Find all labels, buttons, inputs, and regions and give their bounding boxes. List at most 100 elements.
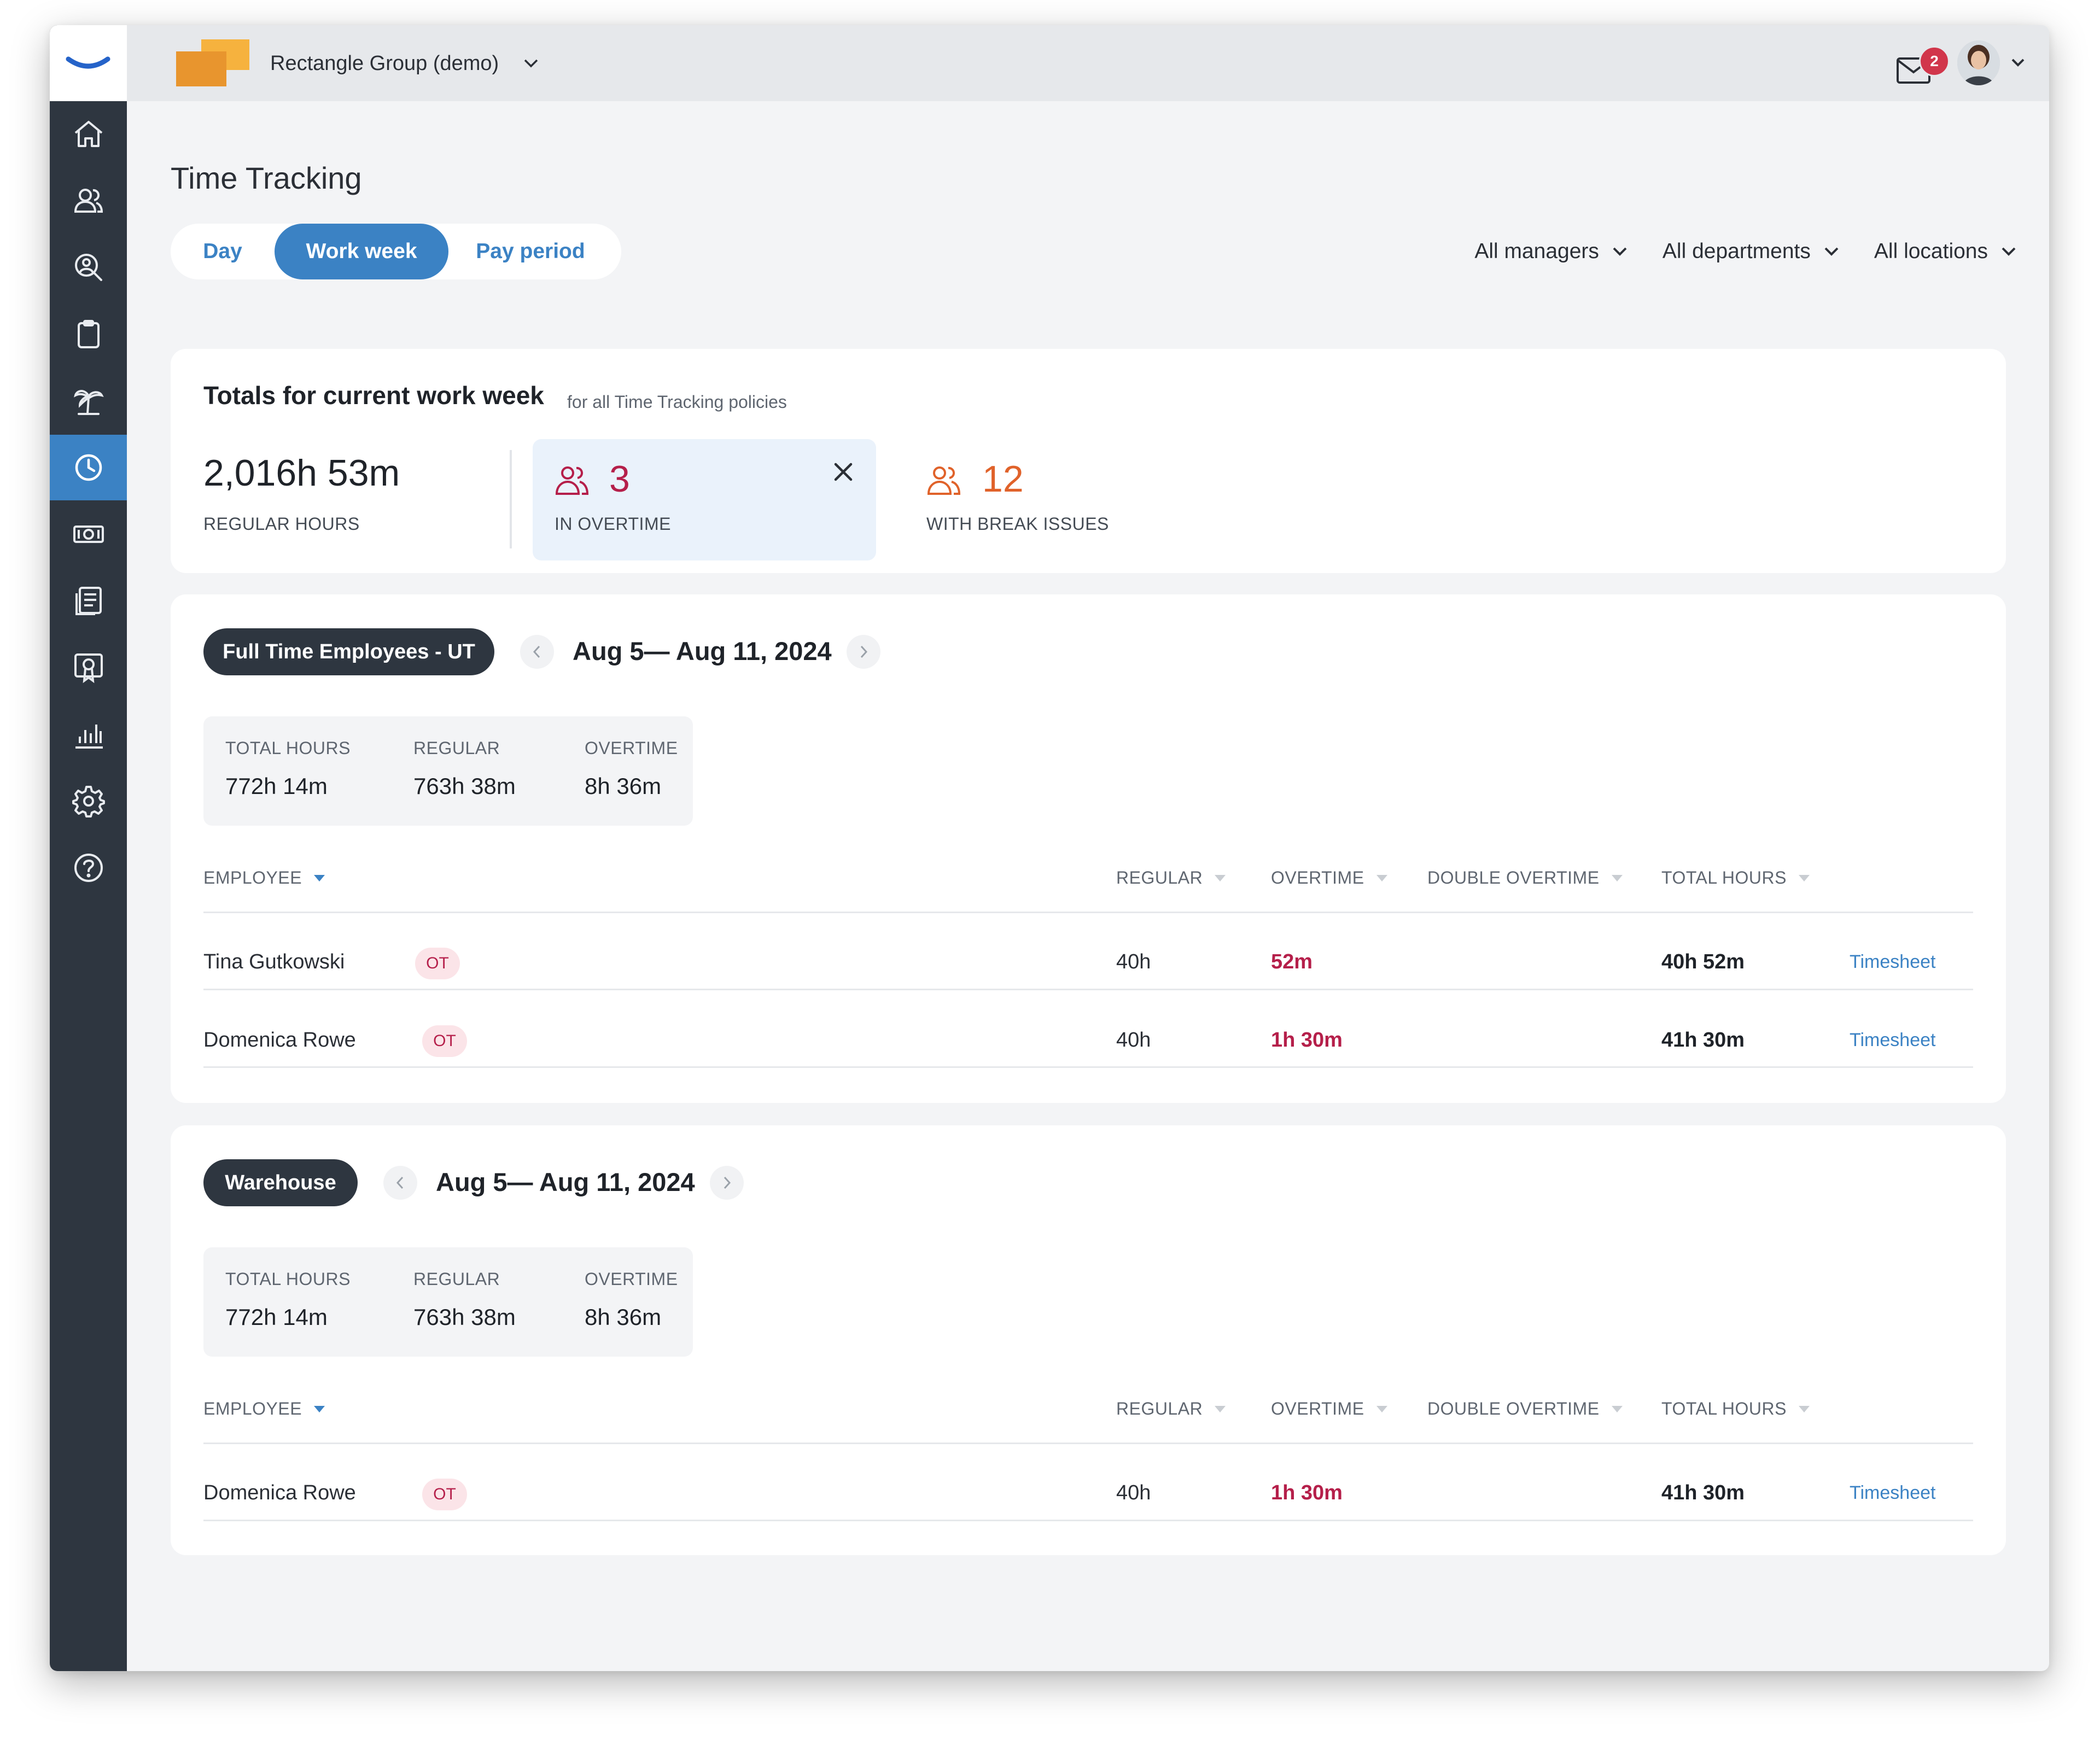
settings-gear-icon [72,786,105,817]
column-regular[interactable]: REGULAR [1116,1399,1227,1419]
people-icon [74,189,103,213]
column-total-hours[interactable]: TOTAL HOURS [1661,868,1811,888]
user-menu[interactable] [1957,40,2025,85]
summary-overtime-value: 8h 36m [585,1304,662,1330]
sidebar-item-training[interactable] [50,635,127,700]
sidebar-item-reports[interactable] [50,702,127,767]
column-overtime-label: OVERTIME [1271,868,1364,887]
managers-filter-label: All managers [1474,240,1599,263]
reports-chart-icon [75,725,103,749]
regular-hours: 40h [1116,950,1151,973]
app-logo[interactable] [50,25,127,101]
filters: All managers All departments All locatio… [1474,224,2016,279]
summary-regular-label: REGULAR [413,1269,500,1289]
column-employee[interactable]: EMPLOYEE [203,868,326,888]
locations-filter[interactable]: All locations [1874,240,2016,264]
sidebar-item-people[interactable] [50,168,127,233]
summary-overtime-label: OVERTIME [585,738,678,758]
sidebar-item-tasks[interactable] [50,301,127,367]
sort-icon [1376,874,1387,881]
clock-icon [75,454,102,481]
divider [203,1520,1973,1521]
sidebar [50,25,127,1671]
user-photo-icon [1957,40,2000,85]
sort-icon [1215,874,1226,881]
sidebar-item-payroll[interactable] [50,501,127,567]
tab-pay-period[interactable]: Pay period [476,240,585,263]
sort-desc-icon [314,874,325,881]
sidebar-item-time-off[interactable] [50,368,127,434]
overtime-count: 3 [609,458,630,500]
tab-work-week[interactable]: Work week [275,224,448,279]
overtime-label: IN OVERTIME [555,514,671,534]
sort-icon [1215,1405,1226,1412]
next-week-button[interactable] [710,1166,744,1200]
column-total-hours-label: TOTAL HOURS [1661,868,1787,887]
chevron-right-icon [724,1176,731,1189]
previous-week-button[interactable] [383,1166,417,1200]
divider [510,450,512,548]
company-logo-icon [176,39,249,86]
page-title: Time Tracking [171,161,362,195]
column-total-hours-label: TOTAL HOURS [1661,1399,1787,1418]
overtime-filter-card[interactable]: 3 IN OVERTIME [533,439,876,560]
tab-day[interactable]: Day [203,240,242,263]
divider [203,1066,1973,1068]
group-card-full-time: Full Time Employees - UT Aug 5— Aug 11, … [171,594,2006,1103]
top-bar: Rectangle Group (demo) 2 [127,25,2049,101]
column-overtime[interactable]: OVERTIME [1271,1399,1389,1419]
previous-week-button[interactable] [520,635,554,669]
totals-card: Totals for current work week for all Tim… [171,349,2006,573]
employee-name[interactable]: Tina Gutkowski [203,950,345,973]
overtime-hours: 1h 30m [1271,1029,1343,1052]
sidebar-item-settings[interactable] [50,768,127,834]
sidebar-item-time-tracking[interactable] [50,435,127,500]
column-overtime[interactable]: OVERTIME [1271,868,1389,888]
chevron-down-icon [2011,59,2025,67]
chevron-right-icon [860,645,868,658]
column-regular[interactable]: REGULAR [1116,868,1227,888]
summary-regular-label: REGULAR [413,738,500,758]
regular-hours-value: 2,016h 53m [203,452,400,494]
inbox-button[interactable]: 2 [1896,46,1950,85]
column-regular-label: REGULAR [1116,868,1203,887]
column-double-overtime[interactable]: DOUBLE OVERTIME [1427,1399,1624,1419]
departments-filter[interactable]: All departments [1662,240,1839,264]
column-double-overtime[interactable]: DOUBLE OVERTIME [1427,868,1624,888]
total-hours: 41h 30m [1661,1481,1745,1504]
timesheet-link[interactable]: Timesheet [1850,951,1936,972]
smile-logo-icon [66,56,110,69]
divider [203,912,1973,913]
company-switcher[interactable]: Rectangle Group (demo) [176,39,539,86]
group-name-pill: Warehouse [203,1159,358,1206]
sidebar-item-home[interactable] [50,101,127,167]
column-employee-label: EMPLOYEE [203,868,302,887]
close-icon[interactable] [832,461,854,483]
summary-regular-value: 763h 38m [413,1304,516,1330]
sort-icon [1611,874,1623,881]
ot-badge: OT [415,948,460,979]
sidebar-item-help[interactable] [50,835,127,901]
timesheet-link[interactable]: Timesheet [1850,1030,1936,1050]
next-week-button[interactable] [847,635,880,669]
employee-name[interactable]: Domenica Rowe [203,1481,356,1504]
training-certificate-icon [74,653,103,684]
locations-filter-label: All locations [1874,240,1988,263]
managers-filter[interactable]: All managers [1474,240,1628,264]
employee-name[interactable]: Domenica Rowe [203,1029,356,1052]
group-summary: TOTAL HOURS 772h 14m REGULAR 763h 38m OV… [203,1247,693,1357]
timesheet-link[interactable]: Timesheet [1850,1482,1936,1503]
sidebar-item-hiring[interactable] [50,235,127,300]
summary-total-value: 772h 14m [225,773,328,799]
chevron-left-icon [396,1176,404,1189]
home-icon [74,121,102,147]
summary-overtime-label: OVERTIME [585,1269,678,1289]
avatar [1957,40,2000,85]
company-name: Rectangle Group (demo) [270,51,499,75]
main-content: Time Tracking Day Work week Pay period A… [127,101,2049,1671]
chevron-down-icon [2002,247,2016,256]
divider [203,989,1973,990]
column-employee[interactable]: EMPLOYEE [203,1399,326,1419]
column-total-hours[interactable]: TOTAL HOURS [1661,1399,1811,1419]
sidebar-item-documents[interactable] [50,568,127,634]
